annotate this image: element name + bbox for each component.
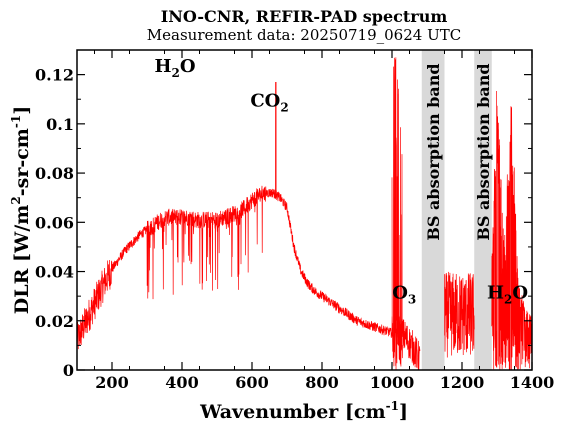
x-axis-label-sup: -1 bbox=[386, 399, 399, 413]
chart-subtitle: Measurement data: 20250719_0624 UTC bbox=[147, 26, 461, 44]
y-tick-label: 0.1 bbox=[46, 115, 74, 134]
annotation-main: H bbox=[487, 283, 504, 304]
band-layer: BS absorption band BS absorption band bbox=[421, 50, 493, 370]
x-axis-label-end: ] bbox=[399, 401, 408, 423]
y-axis-label-end: ] bbox=[11, 106, 33, 115]
x-tick-label: 1000 bbox=[370, 373, 415, 392]
y-axis-label-sup1: 2 bbox=[9, 196, 23, 204]
o3-region-line bbox=[391, 57, 403, 370]
between-bands-line bbox=[444, 271, 475, 358]
y-tick-label: 0.02 bbox=[35, 312, 74, 331]
y-tick-label: 0 bbox=[63, 361, 74, 380]
y-tick-label: 0.12 bbox=[35, 66, 74, 85]
x-ticks: 200 400 600 800 1000 1200 1400 bbox=[94, 50, 555, 392]
y-tick-label: 0.04 bbox=[35, 263, 74, 282]
absorption-band-1 bbox=[474, 50, 492, 370]
annotation-main: H bbox=[154, 56, 171, 77]
x-tick-label: 1400 bbox=[510, 373, 555, 392]
chart-title: INO-CNR, REFIR-PAD spectrum bbox=[161, 7, 448, 26]
annotation-sub: 2 bbox=[504, 293, 512, 307]
x-tick-label: 800 bbox=[305, 373, 338, 392]
absorption-band-0 bbox=[421, 50, 445, 370]
y-tick-label: 0.06 bbox=[35, 213, 74, 232]
annotation-rest: O bbox=[180, 56, 196, 77]
annotation-3: H2O bbox=[487, 283, 528, 307]
y-tick-label: 0.08 bbox=[35, 164, 74, 183]
x-tick-label: 1200 bbox=[440, 373, 485, 392]
annotation-main: CO bbox=[250, 91, 280, 112]
x-tick-label: 200 bbox=[95, 373, 128, 392]
annotation-1: CO2 bbox=[250, 91, 288, 115]
y-axis-label-sup2: -1 bbox=[9, 115, 23, 128]
y-axis-label: DLR [W/m2-sr-cm-1] bbox=[9, 106, 33, 314]
hf-region-line bbox=[491, 91, 533, 370]
annotation-sub: 3 bbox=[408, 293, 416, 307]
x-tick-label: 600 bbox=[235, 373, 268, 392]
x-axis-label-main: Wavenumber [cm bbox=[199, 401, 386, 423]
annotation-rest: O bbox=[512, 283, 528, 304]
annotation-2: O3 bbox=[392, 283, 416, 307]
annotation-sub: 2 bbox=[171, 66, 179, 80]
band-label-1: BS absorption band bbox=[474, 63, 493, 240]
annotation-main: O bbox=[392, 283, 408, 304]
annotation-sub: 2 bbox=[280, 101, 288, 115]
x-tick-label: 400 bbox=[165, 373, 198, 392]
spectrum-line bbox=[76, 62, 421, 371]
y-axis-label-mid: -sr-cm bbox=[11, 128, 33, 196]
band-label-0: BS absorption band bbox=[424, 63, 443, 240]
annotation-0: H2O bbox=[154, 56, 195, 80]
spectrum-layer bbox=[76, 57, 533, 371]
y-ticks: 0 0.02 0.04 0.06 0.08 0.1 0.12 bbox=[35, 66, 532, 380]
y-axis-label-main: DLR [W/m bbox=[11, 205, 33, 315]
x-axis-label: Wavenumber [cm-1] bbox=[199, 399, 408, 423]
